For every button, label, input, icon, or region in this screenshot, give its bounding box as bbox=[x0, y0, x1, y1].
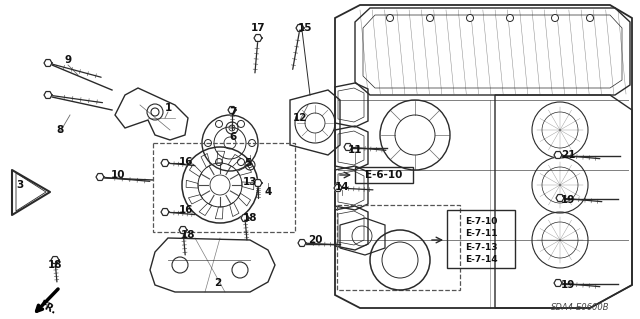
Text: 19: 19 bbox=[561, 280, 575, 290]
Text: E-7-10: E-7-10 bbox=[465, 217, 497, 226]
Text: 1: 1 bbox=[164, 103, 172, 113]
Polygon shape bbox=[334, 184, 342, 191]
Text: E-7-14: E-7-14 bbox=[465, 256, 497, 264]
Text: 17: 17 bbox=[251, 23, 266, 33]
Text: 20: 20 bbox=[308, 235, 323, 245]
Polygon shape bbox=[228, 107, 236, 114]
Text: 7: 7 bbox=[229, 107, 237, 117]
Text: 18: 18 bbox=[243, 213, 257, 223]
Circle shape bbox=[237, 121, 244, 128]
Text: 21: 21 bbox=[561, 150, 575, 160]
Polygon shape bbox=[254, 34, 262, 41]
Circle shape bbox=[586, 14, 593, 21]
Text: E-7-13: E-7-13 bbox=[465, 242, 497, 251]
Text: 8: 8 bbox=[56, 125, 63, 135]
Polygon shape bbox=[44, 60, 52, 66]
Circle shape bbox=[506, 14, 513, 21]
Circle shape bbox=[216, 121, 223, 128]
Polygon shape bbox=[44, 92, 52, 99]
Circle shape bbox=[205, 139, 211, 146]
Text: E-7-11: E-7-11 bbox=[465, 229, 497, 239]
Polygon shape bbox=[296, 25, 304, 32]
Text: FR.: FR. bbox=[36, 299, 58, 317]
Circle shape bbox=[467, 14, 474, 21]
Text: E-6-10: E-6-10 bbox=[365, 170, 403, 180]
Text: 12: 12 bbox=[292, 113, 307, 123]
Text: 3: 3 bbox=[17, 180, 24, 190]
Polygon shape bbox=[254, 180, 262, 187]
Text: 4: 4 bbox=[264, 187, 272, 197]
Polygon shape bbox=[51, 256, 59, 263]
Text: 11: 11 bbox=[348, 145, 362, 155]
Text: 10: 10 bbox=[111, 170, 125, 180]
Circle shape bbox=[248, 139, 255, 146]
Text: 15: 15 bbox=[298, 23, 312, 33]
Polygon shape bbox=[554, 279, 562, 286]
Text: SDA4-E0600B: SDA4-E0600B bbox=[551, 303, 609, 313]
Polygon shape bbox=[298, 240, 306, 247]
Text: 14: 14 bbox=[335, 182, 349, 192]
Text: 19: 19 bbox=[561, 195, 575, 205]
Text: 13: 13 bbox=[243, 177, 257, 187]
Polygon shape bbox=[161, 160, 169, 167]
Text: 16: 16 bbox=[179, 157, 193, 167]
Polygon shape bbox=[179, 226, 187, 234]
Text: 16: 16 bbox=[179, 205, 193, 215]
Polygon shape bbox=[556, 195, 564, 202]
Circle shape bbox=[552, 14, 559, 21]
Polygon shape bbox=[554, 152, 562, 159]
Text: 2: 2 bbox=[214, 278, 221, 288]
Polygon shape bbox=[161, 209, 169, 215]
Circle shape bbox=[216, 159, 223, 166]
Polygon shape bbox=[96, 174, 104, 181]
Text: 6: 6 bbox=[229, 132, 237, 142]
Text: 9: 9 bbox=[65, 55, 72, 65]
Circle shape bbox=[237, 159, 244, 166]
Polygon shape bbox=[344, 144, 352, 151]
Text: 5: 5 bbox=[244, 158, 252, 168]
Text: 18: 18 bbox=[180, 230, 195, 240]
Polygon shape bbox=[241, 215, 249, 221]
Text: 18: 18 bbox=[48, 260, 62, 270]
Circle shape bbox=[387, 14, 394, 21]
Circle shape bbox=[426, 14, 433, 21]
